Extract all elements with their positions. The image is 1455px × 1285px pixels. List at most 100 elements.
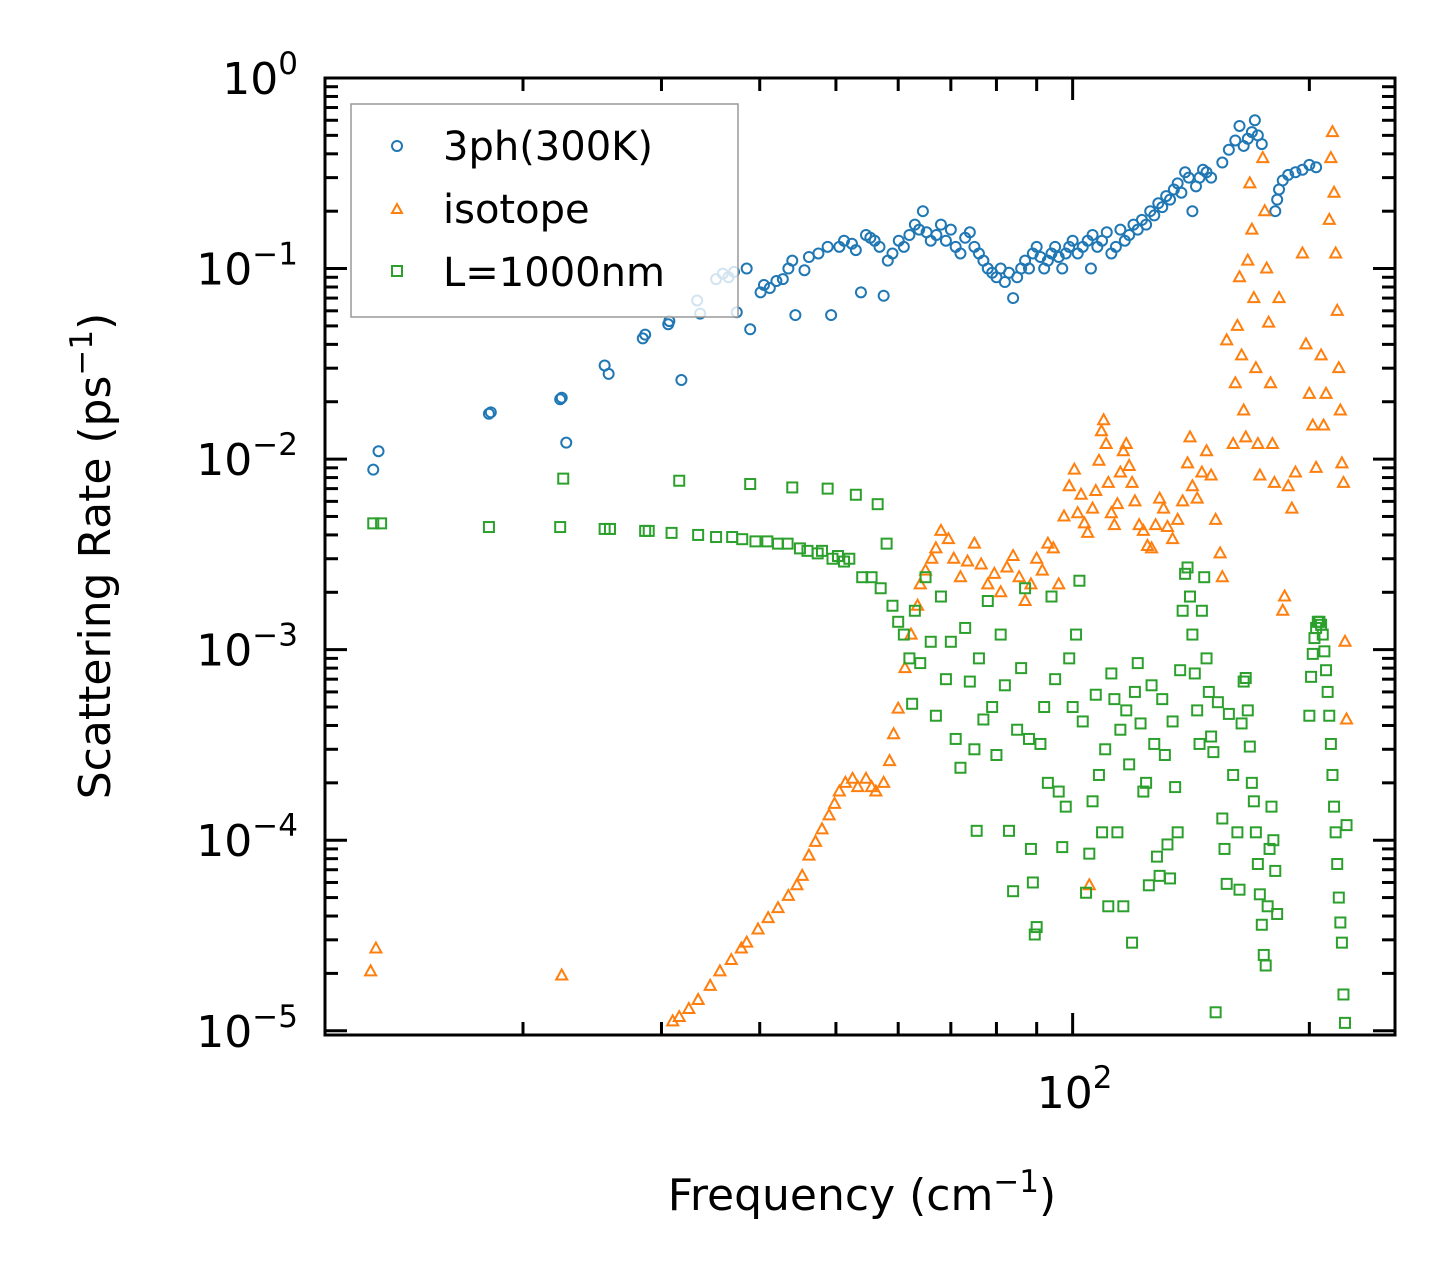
data-point-square (1183, 590, 1196, 603)
data-point-triangle (1098, 435, 1114, 450)
data-point-triangle (1215, 569, 1230, 583)
data-point-circle (849, 244, 862, 257)
data-point-square (1070, 628, 1083, 641)
data-point-square (970, 824, 983, 837)
data-point-square (1171, 826, 1184, 839)
data-point-square (1022, 732, 1035, 745)
data-point-triangle (1208, 511, 1223, 525)
data-point-triangle (1288, 464, 1303, 478)
data-point-triangle (827, 795, 842, 809)
data-point-circle (877, 289, 890, 302)
data-point-triangle (1298, 336, 1314, 350)
data-point-square (1041, 776, 1054, 789)
y-tick-label-exponent: 0 (278, 46, 298, 82)
data-point-circle (934, 218, 947, 231)
data-point-square (981, 595, 994, 608)
data-point-triangle (1323, 149, 1339, 164)
data-point-square (1174, 664, 1187, 677)
data-point-circle (1222, 143, 1235, 156)
data-point-square (1158, 748, 1171, 761)
data-point-circle (602, 367, 615, 380)
data-point-square (1179, 567, 1192, 580)
legend-item-isotope: isotope (390, 187, 590, 233)
y-tick-label-exponent: −2 (252, 427, 298, 463)
data-point-square (1261, 900, 1274, 913)
data-point-square (1134, 717, 1147, 730)
data-point-circle (1269, 205, 1282, 218)
data-point-square (1231, 826, 1244, 839)
data-point-circle (1084, 262, 1097, 275)
legend-label-l1000nm: L=1000nm (443, 250, 665, 296)
data-point-circle (1303, 158, 1316, 171)
data-point-square (1156, 693, 1169, 706)
data-point-triangle (1275, 602, 1290, 616)
data-point-circle (821, 240, 834, 253)
y-tick-label: 10−5 (196, 999, 298, 1058)
data-point-triangle (928, 540, 944, 554)
data-point-circle (897, 240, 910, 253)
data-point-square (665, 526, 678, 539)
data-point-triangle (910, 597, 925, 611)
data-point-square (1073, 574, 1086, 587)
data-point-square (1164, 872, 1177, 885)
data-point-circle (554, 393, 567, 406)
data-point-square (1108, 693, 1121, 706)
x-axis-label: Frequency (cm−1) (668, 1164, 1056, 1221)
data-point-square (1321, 685, 1334, 698)
data-point-square (1271, 907, 1284, 920)
data-point-circle (1100, 226, 1113, 239)
data-point-triangle (1088, 482, 1103, 497)
data-point-triangle (864, 779, 879, 793)
data-point-triangle (1124, 474, 1140, 488)
data-point-circle (484, 406, 497, 419)
data-point-square (1323, 709, 1336, 722)
data-point-square (1063, 652, 1076, 665)
data-point-square (949, 732, 962, 745)
data-point-square (919, 571, 932, 584)
data-point-circle (944, 223, 957, 236)
data-point-square (375, 517, 388, 530)
data-point-square (990, 748, 1003, 761)
data-point-square (968, 743, 981, 756)
data-point-square (1339, 1016, 1352, 1029)
data-point-circle (1056, 262, 1069, 275)
data-point-circle (786, 254, 799, 267)
data-point-triangle (1182, 429, 1198, 443)
series-square (367, 472, 1353, 1029)
data-point-triangle (1136, 522, 1151, 536)
data-point-triangle (795, 867, 810, 881)
data-point-circle (367, 463, 380, 476)
y-minor-ticks (325, 85, 1395, 975)
data-point-square (1137, 785, 1150, 798)
data-point-square (998, 679, 1011, 692)
data-point-circle (812, 247, 825, 260)
data-point-square (1303, 709, 1316, 722)
data-point-square (736, 533, 749, 546)
data-point-square (603, 522, 616, 535)
data-point-circle (1030, 240, 1043, 253)
data-point-square (1328, 800, 1341, 813)
data-point-triangle (891, 700, 906, 714)
data-point-square (1331, 858, 1344, 871)
data-point-triangle (1265, 435, 1280, 450)
data-point-square (1237, 675, 1250, 688)
data-point-triangle (1185, 478, 1200, 492)
data-point-square (1052, 785, 1065, 798)
data-point-circle (1148, 209, 1161, 222)
data-point-circle (1007, 292, 1020, 305)
data-point-square (1145, 679, 1158, 692)
x-tick-labels: 102 (1037, 1060, 1113, 1119)
legend-triangle-marker-icon (390, 201, 404, 214)
data-point-circle (913, 223, 926, 236)
data-point-circle (798, 264, 811, 277)
data-point-square (963, 675, 976, 688)
data-point-square (944, 635, 957, 648)
data-point-square (1216, 812, 1229, 825)
data-point-triangle (760, 910, 776, 924)
data-point-square (1086, 795, 1099, 808)
data-point-triangle (368, 940, 384, 954)
legend-label-isotope: isotope (443, 187, 590, 233)
data-point-triangle (1267, 474, 1282, 488)
y-tick-label-base: 10 (196, 626, 252, 677)
